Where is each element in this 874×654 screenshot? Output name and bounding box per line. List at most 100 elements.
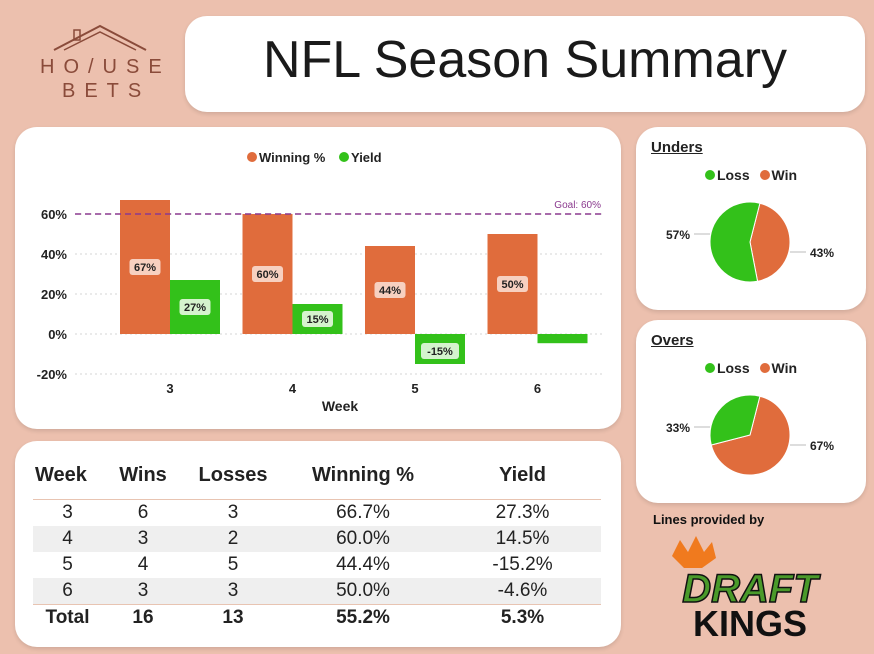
pie-label-loss: 57%: [666, 228, 690, 242]
col-header-wins: Wins: [102, 451, 184, 500]
x-tick-label: 3: [166, 381, 173, 396]
y-tick-label: 0%: [48, 327, 67, 342]
cell-yield: -15.2%: [492, 554, 553, 575]
goal-label: Goal: 60%: [554, 200, 601, 211]
legend-label: Yield: [351, 150, 382, 165]
cell-yield: -4.6%: [444, 578, 601, 605]
table-row: 5 4 5 44.4% -15.2%: [33, 552, 601, 578]
pie-label-loss: 33%: [666, 421, 690, 435]
data-label-bg: [497, 276, 528, 292]
table-row: 6 3 3 50.0% -4.6%: [33, 578, 601, 605]
x-tick-label: 6: [534, 381, 541, 396]
col-header-week: Week: [33, 451, 102, 500]
cell-wins: 3: [102, 578, 184, 605]
overs-legend: Loss Win: [636, 360, 866, 376]
summary-table-card: Week Wins Losses Winning % Yield 3 6 3 6…: [15, 441, 621, 647]
cell-winning-pct: 66.7%: [336, 502, 390, 523]
cell-yield: 27.3%: [495, 502, 550, 523]
x-axis-label: Week: [322, 398, 359, 414]
chart-legend: Winning % Yield: [247, 150, 382, 165]
legend-loss-label: Loss: [716, 167, 750, 183]
total-winning-pct: 55.2%: [282, 604, 444, 630]
weekly-chart-card: Winning % Yield -20% 0% 20% 40% 60% 67% 27% 3 60% 1…: [15, 127, 621, 429]
total-wins: 16: [102, 604, 184, 630]
data-label-bg: [252, 266, 283, 282]
col-header-losses: Losses: [184, 451, 282, 500]
data-label-bg: [302, 311, 333, 327]
title-card: NFL Season Summary: [185, 16, 865, 112]
sponsor-name-bottom: KINGS: [693, 603, 807, 644]
legend-loss-label: Loss: [716, 360, 750, 376]
data-label-bg: [179, 299, 211, 315]
table-row: 3 6 3 66.7% 27.3%: [33, 500, 601, 527]
loss-legend-swatch: [704, 363, 715, 373]
win-legend-swatch: [759, 363, 770, 373]
data-label: 44%: [379, 285, 401, 297]
sponsor-label: Lines provided by: [653, 512, 765, 527]
logo-text-line1: HO/USE: [40, 56, 171, 78]
cell-losses: 5: [227, 554, 239, 575]
data-label: 50%: [501, 279, 523, 291]
overs-pie-chart: 33% 67%: [666, 394, 834, 476]
pie-slice-win: [749, 202, 791, 282]
data-label-bg: [421, 343, 459, 359]
cell-week: 3: [62, 502, 73, 523]
pie-slice-loss: [709, 394, 761, 446]
legend-win-label: Win: [771, 360, 798, 376]
col-header-yield: Yield: [444, 451, 601, 500]
unders-legend: Loss Win: [636, 167, 866, 183]
total-losses: 13: [184, 604, 282, 630]
cell-winning-pct: 60.0%: [282, 526, 444, 552]
summary-table: Week Wins Losses Winning % Yield 3 6 3 6…: [33, 451, 601, 630]
total-yield: 5.3%: [444, 604, 601, 630]
win-legend-swatch: [759, 170, 770, 180]
cell-winning-pct: 50.0%: [282, 578, 444, 605]
sponsor-name-top: DRAFT: [682, 567, 821, 611]
data-label-bg: [129, 259, 161, 275]
house-bets-logo: HO/USE BETS: [30, 22, 170, 112]
y-tick-label: -20%: [37, 367, 68, 382]
crown-icon: [672, 536, 716, 568]
legend-label: Winning %: [259, 150, 326, 165]
overs-card: 33% 67% Overs Loss Win: [636, 320, 866, 503]
data-label: -15%: [427, 346, 453, 358]
table-row: 4 3 2 60.0% 14.5%: [33, 526, 601, 552]
house-roof-icon: [53, 24, 147, 51]
cell-week: 4: [33, 526, 102, 552]
y-tick-label: 40%: [41, 247, 67, 262]
data-label: 60%: [256, 269, 278, 281]
loss-legend-swatch: [704, 170, 715, 180]
table-header-row: Week Wins Losses Winning % Yield: [33, 451, 601, 500]
legend-swatch: [247, 152, 257, 162]
logo-text-line2: BETS: [62, 80, 151, 102]
data-label: 27%: [184, 302, 206, 314]
cell-losses: 3: [184, 578, 282, 605]
y-tick-label: 60%: [41, 207, 67, 222]
cell-week: 6: [33, 578, 102, 605]
cell-yield: 14.5%: [444, 526, 601, 552]
yield-bar: [537, 334, 588, 344]
pie-slice-win: [710, 395, 791, 476]
weekly-bar-chart: Winning % Yield -20% 0% 20% 40% 60% 67% 27% 3 60% 1…: [37, 150, 605, 414]
page-title: NFL Season Summary: [262, 31, 788, 89]
legend-win-label: Win: [771, 167, 798, 183]
unders-title: Unders: [651, 139, 703, 156]
cell-winning-pct: 44.4%: [336, 554, 390, 575]
draftkings-logo: DRAFT KINGS: [672, 536, 822, 644]
cell-week: 5: [62, 554, 73, 575]
unders-card: 57% 43% Unders Loss Win: [636, 127, 866, 310]
y-tick-label: 20%: [41, 287, 67, 302]
legend-swatch: [339, 152, 349, 162]
cell-losses: 2: [184, 526, 282, 552]
data-label: 67%: [134, 262, 156, 274]
col-header-winning-pct: Winning %: [282, 451, 444, 500]
pie-label-win: 43%: [810, 246, 834, 260]
table-total-row: Total 16 13 55.2% 5.3%: [33, 604, 601, 630]
cell-wins: 4: [137, 554, 149, 575]
cell-losses: 3: [227, 502, 239, 523]
data-label-bg: [374, 282, 406, 298]
overs-title: Overs: [651, 332, 694, 349]
cell-wins: 3: [102, 526, 184, 552]
data-label: 15%: [306, 314, 328, 326]
x-tick-label: 5: [411, 381, 418, 396]
